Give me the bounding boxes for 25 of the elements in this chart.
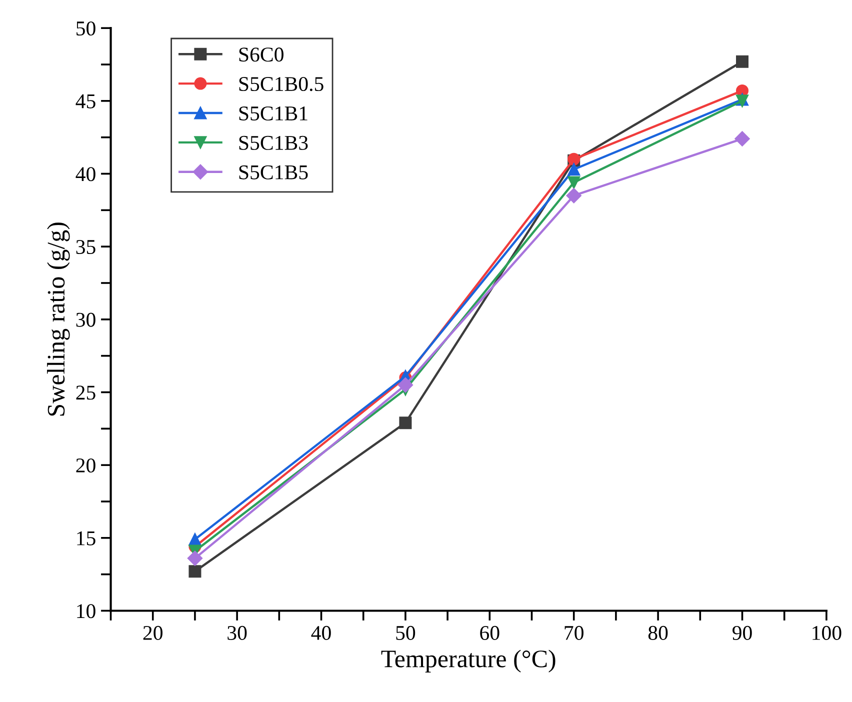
- x-tick-label: 70: [564, 626, 584, 640]
- y-tick-label: 10: [77, 604, 96, 618]
- y-tick-label: 15: [77, 531, 96, 546]
- y-tick-label: 30: [76, 312, 96, 327]
- x-tick-label: 100: [812, 626, 842, 640]
- legend-label: S5C1B0.5: [239, 76, 324, 92]
- y-tick-label: 50: [76, 21, 96, 36]
- y-tick-label: 20: [76, 458, 96, 473]
- y-axis-title: Swelling ratio (g/g): [47, 222, 70, 416]
- x-tick-label: 90: [732, 626, 752, 640]
- legend-label: S6C0: [239, 48, 284, 62]
- x-tick-label: 20: [143, 626, 162, 640]
- y-tick-label: 45: [76, 94, 96, 108]
- y-tick-label: 35: [76, 240, 96, 254]
- legend-label: S5C1B5: [239, 165, 308, 180]
- y-tick-label: 40: [76, 167, 96, 182]
- x-axis-title: Temperature (°C): [381, 650, 556, 672]
- x-tick-label: 50: [396, 626, 416, 640]
- x-tick-label: 40: [311, 626, 331, 640]
- x-tick-label: 30: [228, 626, 247, 640]
- y-tick-label: 25: [76, 386, 96, 400]
- legend-label: S5C1B3: [239, 136, 308, 150]
- x-tick-label: 60: [480, 626, 500, 640]
- legend-label: S5C1B1: [239, 106, 308, 120]
- x-tick-label: 80: [648, 626, 668, 640]
